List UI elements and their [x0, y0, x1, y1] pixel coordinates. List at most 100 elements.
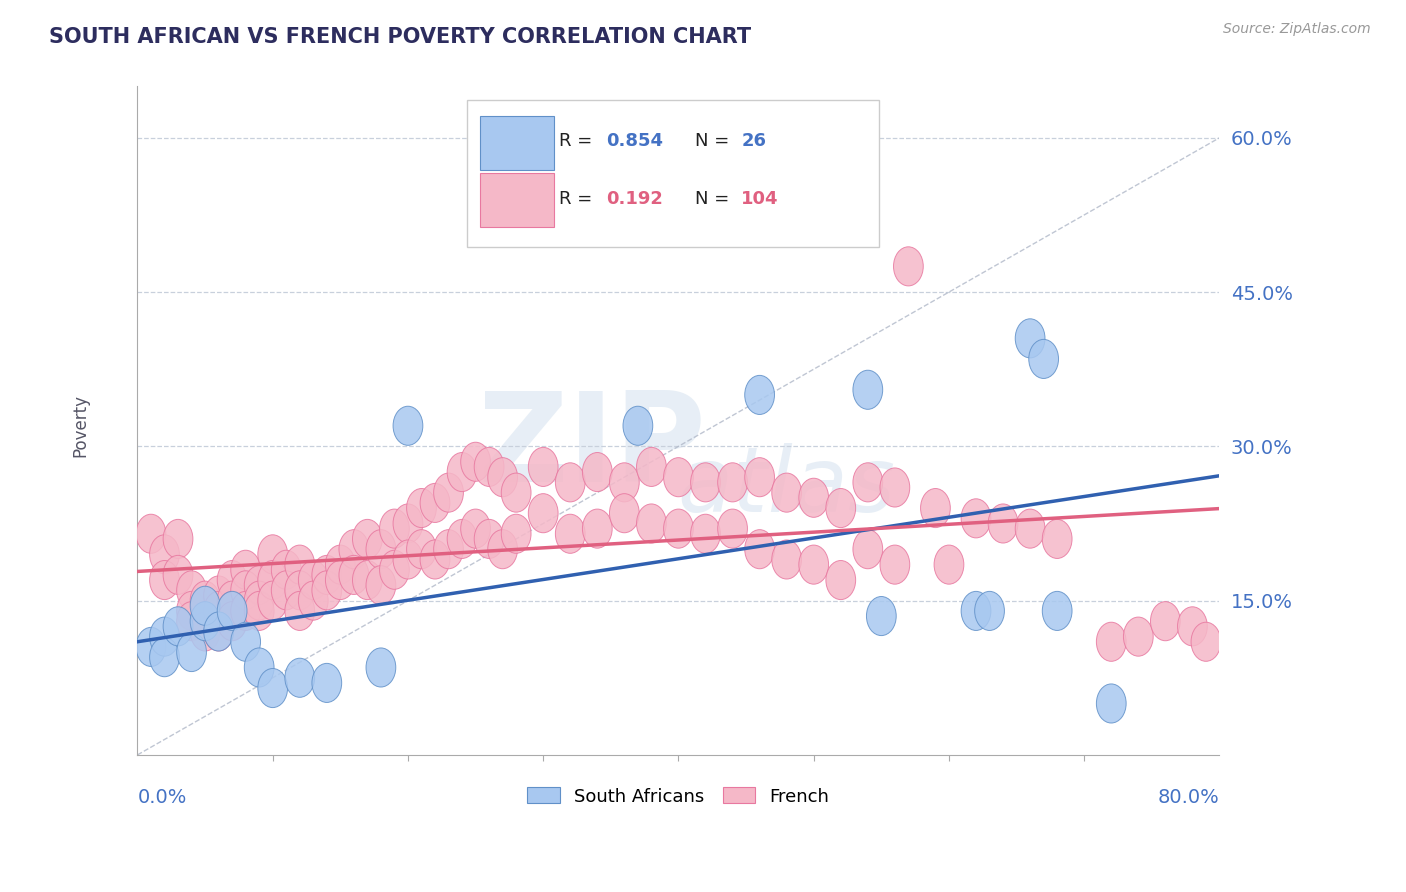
Ellipse shape: [339, 530, 368, 569]
Ellipse shape: [149, 535, 180, 574]
Ellipse shape: [1042, 519, 1071, 558]
Ellipse shape: [461, 442, 491, 482]
Ellipse shape: [447, 519, 477, 558]
Ellipse shape: [988, 504, 1018, 543]
Ellipse shape: [177, 571, 207, 610]
Ellipse shape: [190, 601, 219, 640]
Ellipse shape: [285, 571, 315, 610]
Ellipse shape: [853, 370, 883, 409]
Ellipse shape: [637, 504, 666, 543]
Text: R =: R =: [560, 190, 605, 208]
Ellipse shape: [149, 560, 180, 599]
FancyBboxPatch shape: [481, 117, 554, 170]
Ellipse shape: [353, 519, 382, 558]
Ellipse shape: [312, 556, 342, 594]
Text: 0.0%: 0.0%: [138, 788, 187, 807]
Ellipse shape: [1015, 509, 1045, 549]
Ellipse shape: [461, 509, 491, 549]
Ellipse shape: [218, 560, 247, 599]
Ellipse shape: [366, 648, 395, 687]
Ellipse shape: [136, 627, 166, 666]
Ellipse shape: [582, 509, 612, 549]
Ellipse shape: [190, 601, 219, 640]
Ellipse shape: [218, 601, 247, 640]
Ellipse shape: [488, 458, 517, 497]
Ellipse shape: [1178, 607, 1208, 646]
Ellipse shape: [366, 566, 395, 605]
Ellipse shape: [231, 591, 260, 631]
Ellipse shape: [245, 566, 274, 605]
Ellipse shape: [163, 519, 193, 558]
Ellipse shape: [204, 612, 233, 651]
Ellipse shape: [1042, 591, 1071, 631]
Ellipse shape: [271, 550, 301, 590]
Ellipse shape: [231, 571, 260, 610]
Ellipse shape: [488, 530, 517, 569]
Ellipse shape: [609, 463, 640, 502]
Ellipse shape: [218, 591, 247, 631]
Text: N =: N =: [695, 190, 735, 208]
Ellipse shape: [717, 463, 748, 502]
FancyBboxPatch shape: [467, 100, 879, 247]
Ellipse shape: [366, 530, 395, 569]
Ellipse shape: [420, 540, 450, 579]
Ellipse shape: [245, 648, 274, 687]
Ellipse shape: [245, 591, 274, 631]
Text: 0.192: 0.192: [606, 190, 662, 208]
Ellipse shape: [717, 509, 748, 549]
Ellipse shape: [204, 612, 233, 651]
Ellipse shape: [447, 452, 477, 491]
Ellipse shape: [285, 591, 315, 631]
Ellipse shape: [149, 638, 180, 677]
Ellipse shape: [257, 668, 288, 707]
Ellipse shape: [1123, 617, 1153, 657]
Ellipse shape: [853, 463, 883, 502]
Ellipse shape: [285, 658, 315, 698]
Ellipse shape: [298, 560, 328, 599]
Ellipse shape: [406, 530, 436, 569]
Ellipse shape: [1150, 601, 1180, 640]
Ellipse shape: [149, 617, 180, 657]
Ellipse shape: [502, 473, 531, 512]
Ellipse shape: [1097, 623, 1126, 661]
Text: Source: ZipAtlas.com: Source: ZipAtlas.com: [1223, 22, 1371, 37]
Ellipse shape: [1015, 318, 1045, 358]
Ellipse shape: [380, 550, 409, 590]
Ellipse shape: [880, 545, 910, 584]
Ellipse shape: [353, 560, 382, 599]
Ellipse shape: [339, 556, 368, 594]
Ellipse shape: [962, 499, 991, 538]
Ellipse shape: [257, 581, 288, 620]
Ellipse shape: [474, 448, 503, 486]
Ellipse shape: [582, 452, 612, 491]
Ellipse shape: [190, 581, 219, 620]
Ellipse shape: [921, 489, 950, 527]
Ellipse shape: [298, 581, 328, 620]
Ellipse shape: [474, 519, 503, 558]
Ellipse shape: [623, 406, 652, 445]
Ellipse shape: [962, 591, 991, 631]
Ellipse shape: [893, 247, 924, 286]
Ellipse shape: [690, 463, 720, 502]
Ellipse shape: [825, 489, 856, 527]
Ellipse shape: [177, 591, 207, 631]
Ellipse shape: [394, 504, 423, 543]
Ellipse shape: [271, 571, 301, 610]
Ellipse shape: [555, 514, 585, 553]
Ellipse shape: [637, 448, 666, 486]
Ellipse shape: [163, 607, 193, 646]
Ellipse shape: [312, 571, 342, 610]
Ellipse shape: [380, 509, 409, 549]
Ellipse shape: [1191, 623, 1220, 661]
Ellipse shape: [433, 473, 464, 512]
Ellipse shape: [825, 560, 856, 599]
Text: atlas: atlas: [678, 443, 896, 532]
Ellipse shape: [257, 535, 288, 574]
Ellipse shape: [177, 601, 207, 640]
Ellipse shape: [433, 530, 464, 569]
Text: SOUTH AFRICAN VS FRENCH POVERTY CORRELATION CHART: SOUTH AFRICAN VS FRENCH POVERTY CORRELAT…: [49, 27, 751, 46]
Ellipse shape: [218, 591, 247, 631]
Text: 80.0%: 80.0%: [1157, 788, 1219, 807]
Ellipse shape: [934, 545, 965, 584]
Ellipse shape: [745, 530, 775, 569]
